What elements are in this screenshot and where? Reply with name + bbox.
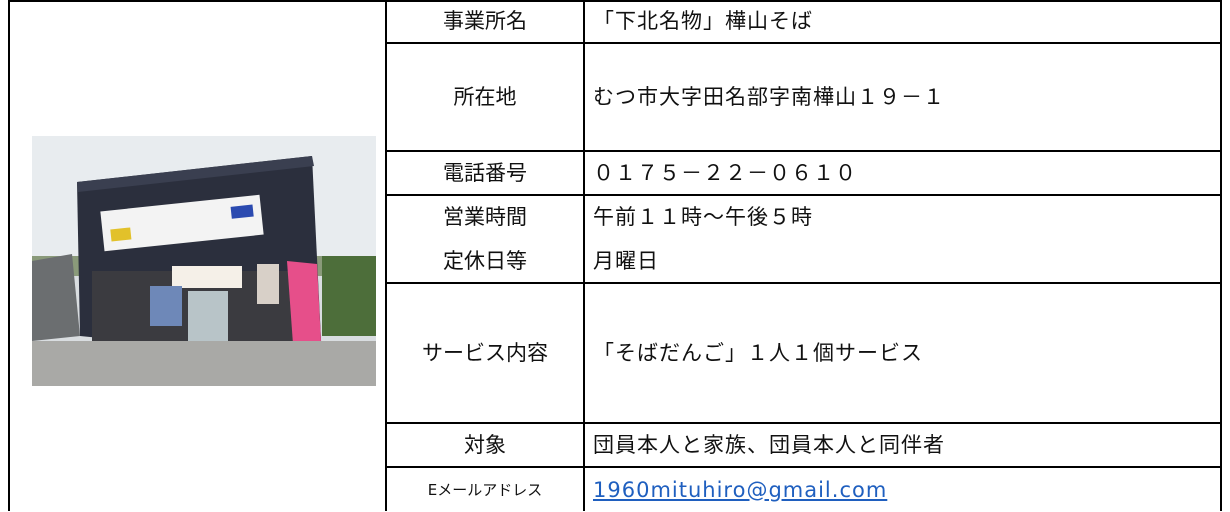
value-line: 「下北名物」樺山そば	[593, 9, 813, 33]
label-text: 対象	[464, 433, 506, 457]
value-line: 月曜日	[593, 249, 659, 273]
label-cell: Eメールアドレス	[387, 468, 585, 511]
table-row: 所在地 むつ市大字田名部字南樺山１９－１	[387, 44, 1220, 152]
value-cell: 「そばだんご」１人１個サービス	[585, 284, 1220, 422]
value-cell: 1960mituhiro@gmail.com	[585, 468, 1220, 511]
label-cell: 所在地	[387, 44, 585, 150]
table-row: 対象 団員本人と家族、団員本人と同伴者	[387, 424, 1220, 468]
value-line: むつ市大字田名部字南樺山１９－１	[593, 85, 945, 109]
value-line: 午前１１時～午後５時	[593, 205, 813, 229]
label-cell: 営業時間 定休日等	[387, 196, 585, 282]
shop-photo	[32, 136, 376, 386]
label-text: 電話番号	[443, 161, 527, 185]
value-cell: むつ市大字田名部字南樺山１９－１	[585, 44, 1220, 150]
label-text: 定休日等	[443, 249, 527, 273]
photo-cell	[10, 0, 387, 511]
table-row: 電話番号 ０１７５－２２－０６１０	[387, 152, 1220, 196]
value-line: 団員本人と家族、団員本人と同伴者	[593, 433, 945, 457]
value-line: 1960mituhiro@gmail.com	[593, 468, 1220, 512]
value-line: 「そばだんご」１人１個サービス	[593, 341, 923, 365]
table-row: サービス内容 「そばだんご」１人１個サービス	[387, 284, 1220, 424]
table-row: 事業所名 「下北名物」樺山そば	[387, 0, 1220, 44]
label-text: 所在地	[453, 85, 517, 109]
listing-table: 事業所名 「下北名物」樺山そば所在地 むつ市大字田名部字南樺山１９－１ 電話番号 ０１７…	[8, 0, 1222, 511]
label-text: 事業所名	[443, 9, 527, 33]
label-cell: 事業所名	[387, 0, 585, 42]
table-row: Eメールアドレス 1960mituhiro@gmail.com	[387, 468, 1220, 511]
value-cell: 団員本人と家族、団員本人と同伴者	[585, 424, 1220, 466]
value-cell: 「下北名物」樺山そば	[585, 0, 1220, 42]
label-cell: 対象	[387, 424, 585, 466]
table-border	[10, 0, 1220, 2]
email-link[interactable]: 1960mituhiro@gmail.com	[593, 477, 888, 502]
label-text: Eメールアドレス	[427, 480, 543, 499]
table-row: 営業時間 定休日等 午前１１時～午後５時 月曜日	[387, 196, 1220, 284]
label-cell: 電話番号	[387, 152, 585, 194]
label-text: サービス内容	[422, 341, 548, 365]
value-line: ０１７５－２２－０６１０	[593, 161, 857, 185]
value-cell: 午前１１時～午後５時 月曜日	[585, 196, 1220, 282]
label-cell: サービス内容	[387, 284, 585, 422]
value-cell: ０１７５－２２－０６１０	[585, 152, 1220, 194]
label-text: 営業時間	[443, 205, 527, 229]
